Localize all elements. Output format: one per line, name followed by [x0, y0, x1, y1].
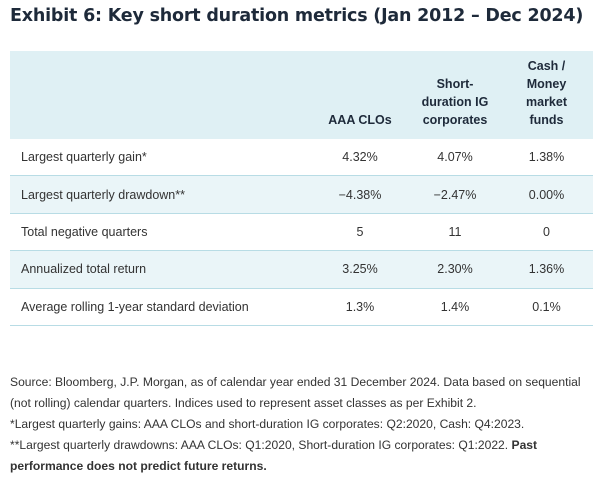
cell-value: 1.36%: [528, 262, 565, 277]
source-note: Source: Bloomberg, J.P. Morgan, as of ca…: [10, 375, 581, 410]
cell-value: 1.38%: [528, 150, 565, 165]
row-label: Largest quarterly gain*: [21, 150, 147, 165]
cell-value: 0: [543, 224, 550, 239]
table-row: Largest quarterly drawdown** −4.38% −2.4…: [10, 176, 593, 214]
table-row: Largest quarterly gain* 4.32% 4.07% 1.38…: [10, 139, 593, 177]
cell-value: 5: [356, 224, 364, 239]
column-header-short-duration-ig: Short-duration IG corporates: [421, 77, 489, 127]
cell-value: 0.1%: [532, 299, 561, 314]
column-header-aaa-clos: AAA CLOs: [328, 113, 392, 127]
cell-value: 1.4%: [440, 299, 470, 314]
table-row: Average rolling 1-year standard deviatio…: [10, 289, 593, 326]
cell-value: −2.47%: [433, 187, 477, 202]
cell-value: 1.3%: [345, 299, 375, 314]
drawdowns-footnote: **Largest quarterly drawdowns: AAA CLOs:…: [10, 435, 595, 477]
row-label: Annualized total return: [21, 262, 147, 277]
column-header-cash: Cash / Money market funds: [526, 59, 567, 127]
metrics-table: AAA CLOs Short-duration IG corporates Ca…: [10, 51, 593, 326]
cell-value: 11: [448, 224, 462, 239]
table-row: Annualized total return 3.25% 2.30% 1.36…: [10, 251, 593, 289]
row-label: Largest quarterly drawdown**: [21, 187, 185, 202]
cell-value: 3.25%: [342, 262, 378, 277]
cell-value: 2.30%: [437, 262, 473, 277]
table-row: Total negative quarters 5 11 0: [10, 214, 593, 252]
cell-value: 4.07%: [437, 150, 473, 165]
disclaimer: Past performance does not predict future…: [10, 438, 538, 473]
row-label: Total negative quarters: [21, 224, 148, 239]
table-header: AAA CLOs Short-duration IG corporates Ca…: [10, 51, 593, 139]
footnotes: Source: Bloomberg, J.P. Morgan, as of ca…: [10, 372, 595, 477]
row-label: Average rolling 1-year standard deviatio…: [21, 299, 249, 314]
cell-value: −4.38%: [338, 187, 382, 202]
cell-value: 4.32%: [342, 150, 378, 165]
cell-value: 0.00%: [528, 187, 565, 202]
gains-footnote: *Largest quarterly gains: AAA CLOs and s…: [10, 417, 525, 431]
drawdowns-footnote-text: **Largest quarterly drawdowns: AAA CLOs:…: [10, 438, 509, 452]
exhibit-title: Exhibit 6: Key short duration metrics (J…: [10, 6, 584, 26]
